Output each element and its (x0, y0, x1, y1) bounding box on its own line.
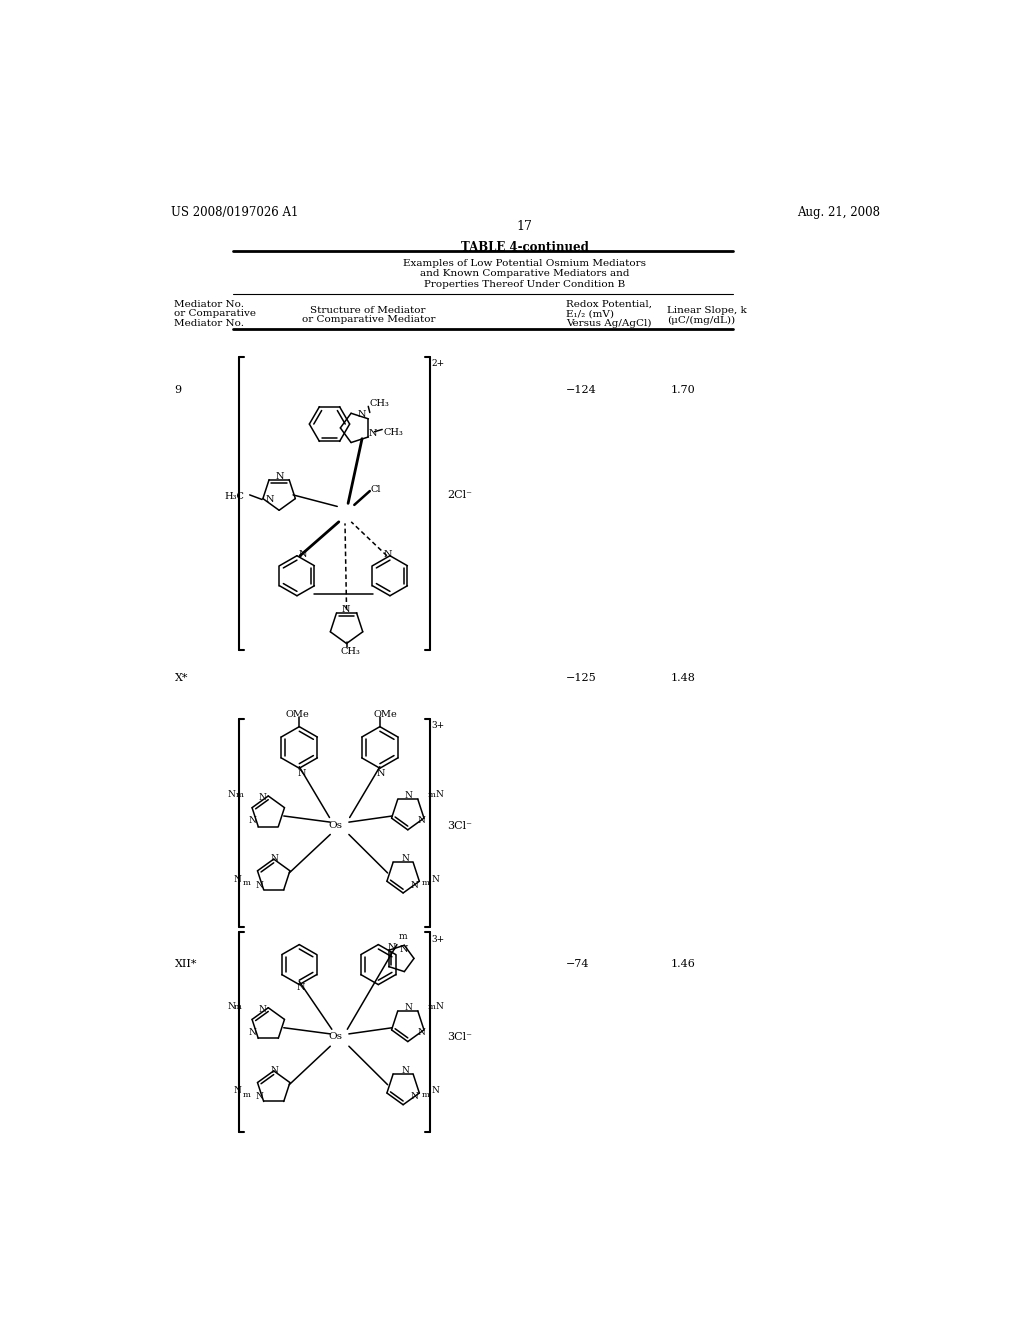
Text: N: N (255, 880, 263, 890)
Text: OMe: OMe (286, 710, 309, 719)
Text: N: N (404, 792, 413, 800)
Text: −124: −124 (566, 385, 597, 395)
Text: and Known Comparative Mediators and: and Known Comparative Mediators and (420, 269, 630, 279)
Text: −125: −125 (566, 673, 597, 682)
Text: N: N (401, 854, 410, 863)
Text: N: N (255, 1093, 263, 1101)
Text: N: N (404, 1003, 413, 1012)
Text: N: N (233, 1086, 242, 1096)
Text: N: N (270, 854, 279, 863)
Text: 1.46: 1.46 (671, 960, 695, 969)
Text: N: N (233, 874, 242, 883)
Text: Versus Ag/AgCl): Versus Ag/AgCl) (566, 318, 651, 327)
Text: X*: X* (174, 673, 188, 682)
Text: N: N (296, 983, 305, 993)
Text: N: N (270, 1067, 279, 1076)
Text: N: N (228, 789, 236, 799)
Text: N: N (369, 429, 377, 438)
Text: 1.48: 1.48 (671, 673, 695, 682)
Text: US 2008/0197026 A1: US 2008/0197026 A1 (171, 206, 298, 219)
Text: CH₃: CH₃ (384, 428, 403, 437)
Text: N: N (431, 874, 439, 883)
Text: N: N (435, 789, 443, 799)
Text: m: m (243, 879, 251, 887)
Text: m: m (428, 792, 436, 800)
Text: 17: 17 (517, 220, 532, 234)
Text: N: N (401, 1067, 410, 1076)
Text: 1.70: 1.70 (671, 385, 695, 395)
Text: or Comparative: or Comparative (174, 309, 256, 318)
Text: N: N (431, 1086, 439, 1096)
Text: XII*: XII* (174, 960, 197, 969)
Text: Mediator No.: Mediator No. (174, 318, 245, 327)
Text: Os: Os (328, 821, 342, 830)
Text: N: N (259, 793, 267, 801)
Text: Mediator No.: Mediator No. (174, 300, 245, 309)
Text: Redox Potential,: Redox Potential, (566, 300, 652, 309)
Text: m: m (236, 792, 244, 800)
Text: 9: 9 (174, 385, 181, 395)
Text: or Comparative Mediator: or Comparative Mediator (301, 315, 435, 325)
Text: N: N (299, 550, 307, 560)
Text: Cl: Cl (371, 484, 381, 494)
Text: E₁/₂ (mV): E₁/₂ (mV) (566, 309, 613, 318)
Text: N: N (248, 816, 256, 825)
Text: 3Cl⁻: 3Cl⁻ (447, 1032, 472, 1043)
Text: Aug. 21, 2008: Aug. 21, 2008 (797, 206, 880, 219)
Text: N: N (228, 1002, 236, 1011)
Text: m: m (398, 932, 408, 941)
Text: N: N (276, 471, 285, 480)
Text: N: N (265, 495, 273, 504)
Text: m: m (428, 1003, 436, 1011)
Text: Linear Slope, k: Linear Slope, k (667, 306, 746, 315)
Text: TABLE 4-continued: TABLE 4-continued (461, 240, 589, 253)
Text: N: N (417, 1028, 425, 1036)
Text: CH₃: CH₃ (370, 399, 390, 408)
Text: 3Cl⁻: 3Cl⁻ (447, 821, 472, 830)
Text: m: m (243, 1090, 251, 1098)
Text: 2Cl⁻: 2Cl⁻ (447, 490, 472, 499)
Text: (μC/(mg/dL)): (μC/(mg/dL)) (667, 315, 735, 325)
Text: m: m (422, 879, 430, 887)
Text: N: N (377, 770, 385, 777)
Text: m: m (234, 1003, 242, 1011)
Text: N: N (417, 816, 425, 825)
Text: N: N (435, 1002, 443, 1011)
Text: N: N (388, 942, 396, 952)
Text: N: N (357, 411, 366, 420)
Text: N: N (298, 770, 306, 777)
Text: CH₃: CH₃ (340, 647, 360, 656)
Text: m: m (422, 1090, 430, 1098)
Text: N: N (259, 1005, 267, 1014)
Text: 3+: 3+ (432, 721, 444, 730)
Text: N: N (411, 1093, 419, 1101)
Text: N: N (411, 880, 419, 890)
Text: 2+: 2+ (432, 359, 444, 368)
Text: Properties Thereof Under Condition B: Properties Thereof Under Condition B (424, 280, 626, 289)
Text: OMe: OMe (374, 710, 397, 719)
Text: N: N (400, 945, 409, 953)
Text: 3+: 3+ (432, 935, 444, 944)
Text: −74: −74 (566, 960, 590, 969)
Text: N: N (342, 605, 350, 614)
Text: Structure of Mediator: Structure of Mediator (310, 306, 426, 315)
Text: N: N (248, 1028, 256, 1036)
Text: H₃C: H₃C (225, 492, 245, 500)
Text: Os: Os (328, 1032, 342, 1041)
Text: N: N (384, 550, 392, 560)
Text: Examples of Low Potential Osmium Mediators: Examples of Low Potential Osmium Mediato… (403, 259, 646, 268)
